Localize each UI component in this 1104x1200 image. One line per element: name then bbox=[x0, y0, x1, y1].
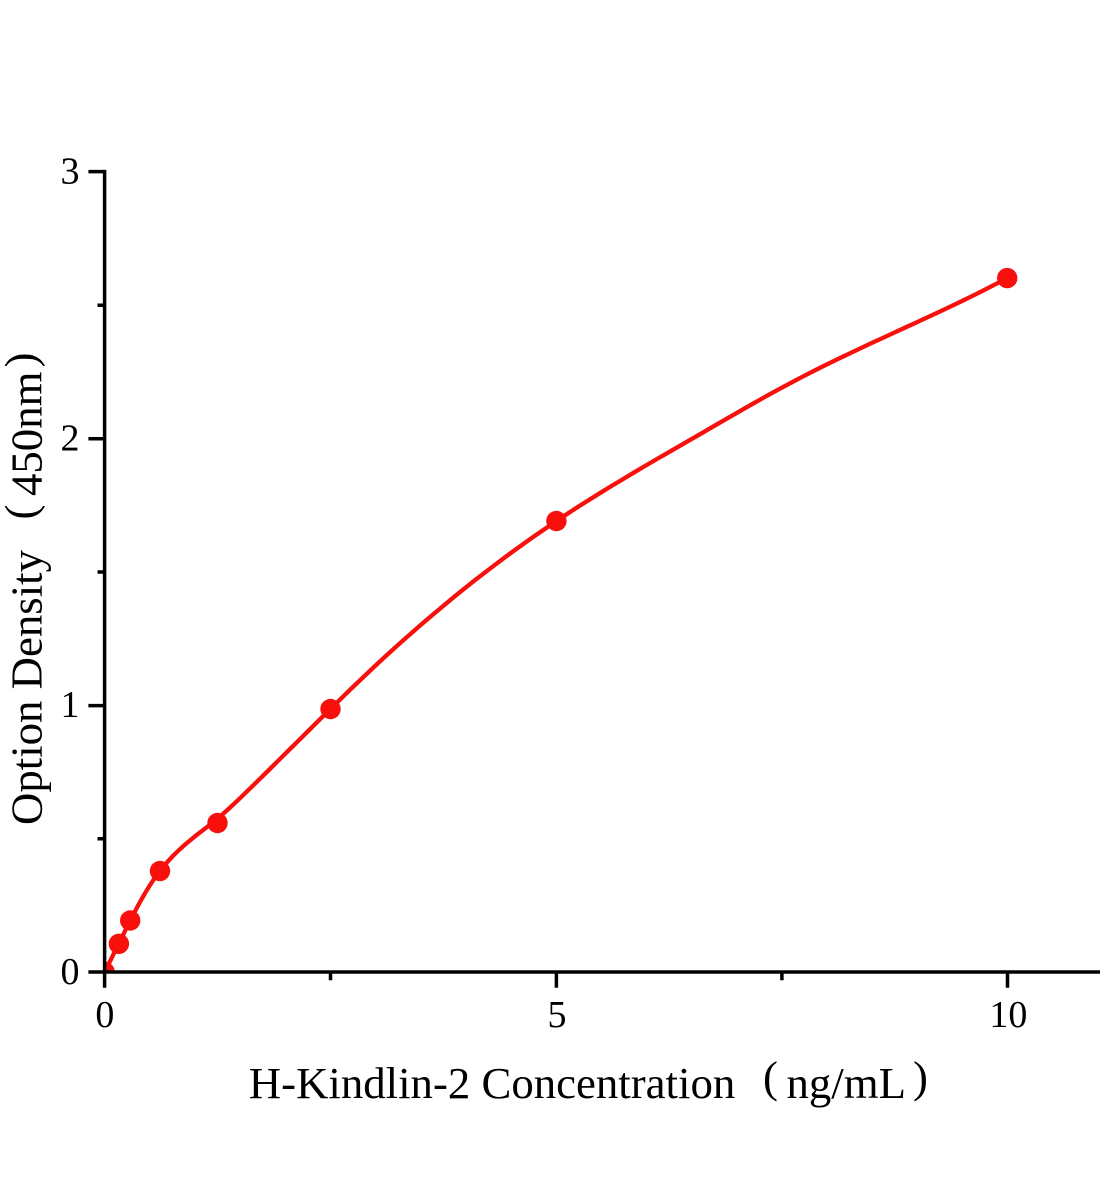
svg-text:0: 0 bbox=[61, 951, 80, 993]
svg-text:2: 2 bbox=[61, 417, 80, 459]
svg-text:1: 1 bbox=[61, 684, 80, 726]
svg-text:5: 5 bbox=[548, 994, 567, 1036]
svg-text:10: 10 bbox=[989, 994, 1027, 1036]
svg-text:): ) bbox=[913, 1052, 928, 1102]
svg-text:0: 0 bbox=[95, 994, 114, 1036]
svg-text:(: ( bbox=[763, 1052, 778, 1102]
svg-text:(: ( bbox=[0, 505, 46, 520]
svg-text:ng/mL: ng/mL bbox=[787, 1058, 906, 1108]
svg-text:450nm: 450nm bbox=[2, 371, 52, 496]
svg-text:): ) bbox=[0, 353, 46, 368]
svg-text:3: 3 bbox=[61, 151, 80, 193]
svg-text:H-Kindlin-2 Concentration: H-Kindlin-2 Concentration bbox=[249, 1058, 735, 1108]
svg-text:Option Density: Option Density bbox=[2, 549, 52, 825]
